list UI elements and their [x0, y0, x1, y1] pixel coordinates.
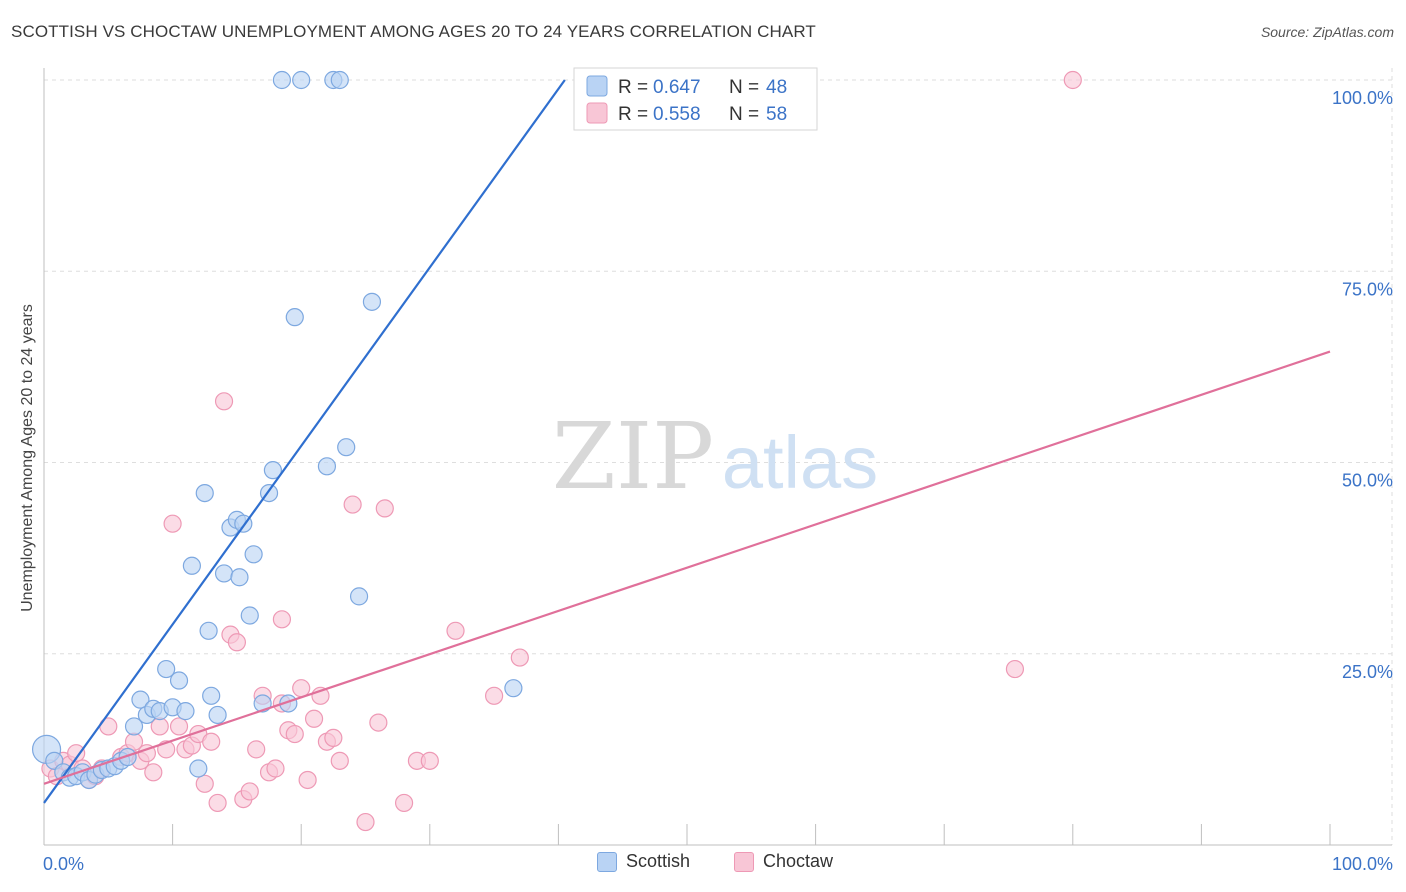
point-choctaw[interactable] [169, 717, 189, 736]
point-scottish[interactable] [118, 747, 137, 767]
point-scottish[interactable] [240, 606, 259, 625]
point-scottish[interactable] [195, 484, 214, 503]
point-scottish[interactable] [189, 759, 208, 778]
legend-item-scottish[interactable]: Scottish [597, 851, 690, 872]
point-choctaw[interactable] [343, 495, 362, 514]
point-choctaw[interactable] [356, 812, 375, 832]
point-scottish[interactable] [272, 70, 292, 90]
point-choctaw[interactable] [247, 740, 266, 759]
point-choctaw[interactable] [202, 732, 221, 751]
point-scottish[interactable] [317, 457, 337, 476]
point-scottish[interactable] [244, 545, 263, 564]
stats-r-label: R = [618, 77, 648, 98]
y-tick-label: 100.0% [1332, 88, 1393, 108]
stats-r-value-scottish: 0.647 [653, 77, 701, 98]
legend-swatch-scottish [597, 851, 617, 872]
point-choctaw[interactable] [208, 793, 227, 813]
stats-swatch-choctaw [586, 102, 608, 124]
point-choctaw[interactable] [163, 514, 182, 533]
point-choctaw[interactable] [330, 751, 349, 770]
stats-legend-box [573, 67, 818, 131]
point-scottish[interactable] [263, 461, 283, 480]
point-choctaw[interactable] [304, 709, 324, 728]
point-scottish[interactable] [285, 308, 304, 327]
stats-n-label: N = [729, 104, 759, 125]
point-scottish[interactable] [124, 717, 144, 736]
point-choctaw[interactable] [227, 633, 246, 652]
point-choctaw[interactable] [285, 724, 304, 744]
point-choctaw[interactable] [485, 686, 504, 705]
point-choctaw[interactable] [420, 751, 439, 770]
point-choctaw[interactable] [240, 782, 259, 801]
point-scottish[interactable] [253, 694, 272, 713]
watermark-zip: ZIP [552, 403, 714, 510]
legend-item-choctaw[interactable]: Choctaw [734, 851, 833, 872]
legend-swatch-choctaw [734, 851, 754, 872]
point-scottish[interactable] [157, 659, 176, 679]
stats-r-label: R = [618, 104, 648, 125]
point-choctaw[interactable] [324, 728, 343, 748]
y-tick-label: 25.0% [1342, 662, 1393, 682]
point-scottish[interactable] [230, 568, 249, 587]
point-scottish[interactable] [292, 70, 311, 90]
point-scottish[interactable] [349, 587, 369, 606]
point-choctaw[interactable] [394, 793, 414, 813]
point-scottish[interactable] [169, 671, 189, 690]
trend-line-scottish [43, 79, 566, 804]
stats-swatch-scottish [586, 75, 608, 97]
y-axis-label: Unemployment Among Ages 20 to 24 years [19, 304, 36, 612]
x-tick-label: 100.0% [1332, 854, 1393, 874]
chart-title: SCOTTISH VS CHOCTAW UNEMPLOYMENT AMONG A… [11, 22, 816, 41]
point-scottish[interactable] [176, 702, 195, 721]
point-scottish[interactable] [131, 690, 150, 709]
point-scottish[interactable] [208, 705, 227, 725]
point-choctaw[interactable] [510, 648, 529, 667]
point-choctaw[interactable] [67, 744, 86, 763]
point-choctaw[interactable] [195, 774, 214, 793]
y-tick-label: 50.0% [1342, 471, 1393, 491]
legend-label-choctaw: Choctaw [763, 851, 834, 871]
point-scottish[interactable] [330, 70, 349, 90]
point-scottish[interactable] [337, 438, 356, 457]
stats-r-value-choctaw: 0.558 [653, 104, 701, 125]
bottom-legend: Scottish Choctaw [0, 851, 1406, 877]
point-choctaw[interactable] [1063, 70, 1082, 90]
watermark-atlas: atlas [722, 421, 878, 504]
point-scottish[interactable] [202, 686, 221, 705]
trend-line-choctaw [43, 350, 1331, 785]
stats-n-label: N = [729, 77, 759, 98]
x-tick-label: 0.0% [43, 854, 84, 874]
point-choctaw[interactable] [375, 499, 394, 518]
point-choctaw[interactable] [266, 759, 285, 778]
source-credit: Source: ZipAtlas.com [1260, 24, 1394, 40]
point-choctaw[interactable] [272, 610, 292, 629]
stats-n-value-scottish: 48 [766, 77, 787, 98]
legend-label-scottish: Scottish [626, 851, 691, 871]
point-choctaw[interactable] [214, 392, 234, 411]
point-scottish[interactable] [199, 621, 218, 640]
point-choctaw[interactable] [1005, 659, 1025, 679]
y-tick-label: 75.0% [1342, 279, 1393, 299]
point-scottish[interactable] [504, 679, 523, 698]
point-scottish[interactable] [214, 564, 234, 583]
point-choctaw[interactable] [369, 713, 388, 732]
point-scottish[interactable] [182, 556, 201, 575]
stats-n-value-choctaw: 58 [766, 104, 787, 125]
point-choctaw[interactable] [144, 763, 163, 782]
point-scottish[interactable] [362, 292, 382, 311]
point-choctaw[interactable] [298, 770, 317, 790]
point-choctaw[interactable] [292, 679, 311, 698]
point-choctaw[interactable] [446, 621, 465, 640]
